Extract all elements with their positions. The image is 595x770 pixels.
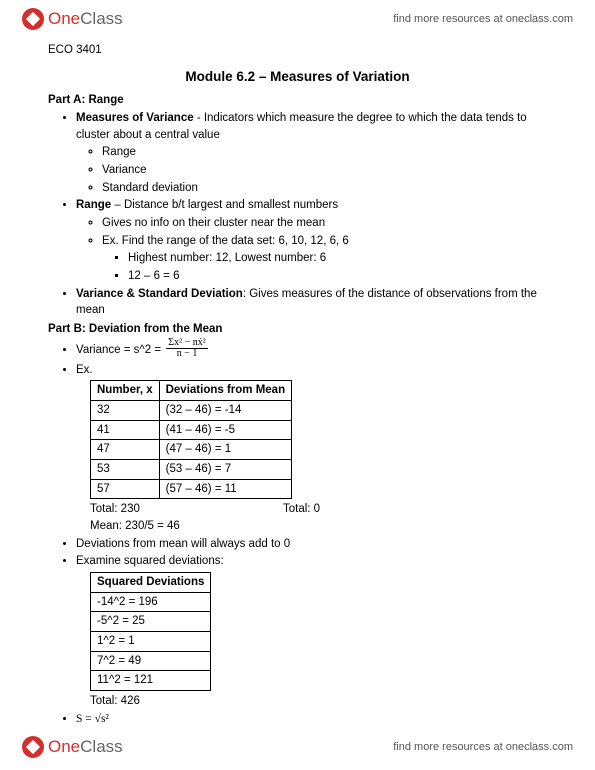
table-row: 47(47 – 46) = 1	[91, 440, 292, 460]
page-header: OneClass find more resources at oneclass…	[0, 0, 595, 38]
list-item: S = √s²	[76, 711, 547, 728]
list-item: Gives no info on their cluster near the …	[102, 215, 547, 232]
table-header-row: Number, x Deviations from Mean	[91, 381, 292, 401]
cell: 1^2 = 1	[91, 632, 211, 652]
range-def: – Distance b/t largest and smallest numb…	[111, 199, 338, 211]
brand-logo: OneClass	[22, 8, 123, 30]
cell: (53 – 46) = 7	[159, 460, 292, 480]
list-item: Ex.	[76, 362, 547, 379]
range-example: Ex. Find the range of the data set: 6, 1…	[102, 235, 349, 247]
col-deviations: Deviations from Mean	[159, 381, 292, 401]
list-item: Highest number: 12, Lowest number: 6	[128, 250, 547, 267]
list-item: Measures of Variance - Indicators which …	[76, 110, 547, 196]
part-b-list-2: Deviations from mean will always add to …	[48, 536, 547, 570]
brand-class: Class	[80, 9, 123, 29]
cell: -5^2 = 25	[91, 612, 211, 632]
squared-deviations-table: Squared Deviations -14^2 = 196 -5^2 = 25…	[90, 572, 211, 691]
table-row: 41(41 – 46) = -5	[91, 420, 292, 440]
cell: (57 – 46) = 11	[159, 479, 292, 499]
frac-denominator: n − 1	[166, 349, 207, 360]
cell: 7^2 = 49	[91, 651, 211, 671]
list-item: Variance	[102, 162, 547, 179]
total-left: Total: 230	[90, 501, 280, 518]
footer-link[interactable]: find more resources at oneclass.com	[393, 741, 573, 753]
cell: 41	[91, 420, 160, 440]
logo-icon	[22, 8, 44, 30]
col-number: Number, x	[91, 381, 160, 401]
part-a-list: Measures of Variance - Indicators which …	[48, 110, 547, 319]
list-item: Deviations from mean will always add to …	[76, 536, 547, 553]
table-row: 57(57 – 46) = 11	[91, 479, 292, 499]
brand-class: Class	[80, 737, 123, 757]
list-item: Variance & Standard Deviation: Gives mea…	[76, 286, 547, 319]
mean-line: Mean: 230/5 = 46	[90, 518, 547, 535]
cell: 47	[91, 440, 160, 460]
table-row: 7^2 = 49	[91, 651, 211, 671]
cell: 32	[91, 400, 160, 420]
brand-one: One	[48, 9, 80, 29]
list-item: Standard deviation	[102, 180, 547, 197]
list-item: 12 – 6 = 6	[128, 268, 547, 285]
cell: (32 – 46) = -14	[159, 400, 292, 420]
cell: (41 – 46) = -5	[159, 420, 292, 440]
page-title: Module 6.2 – Measures of Variation	[48, 67, 547, 87]
list-item: Range	[102, 144, 547, 161]
list-item: Variance = s^2 = Σx² − nẋ²n − 1	[76, 339, 547, 361]
deviations-table: Number, x Deviations from Mean 32(32 – 4…	[90, 380, 292, 499]
total-squared: Total: 426	[90, 693, 547, 710]
vsd-label: Variance & Standard Deviation	[76, 288, 243, 300]
cell: (47 – 46) = 1	[159, 440, 292, 460]
variance-fraction: Σx² − nẋ²n − 1	[166, 338, 207, 360]
part-b-list: Variance = s^2 = Σx² − nẋ²n − 1 Ex.	[48, 339, 547, 379]
totals-row-1: Total: 230 Total: 0	[90, 501, 547, 518]
document-body: ECO 3401 Module 6.2 – Measures of Variat…	[0, 38, 595, 727]
table-row: -5^2 = 25	[91, 612, 211, 632]
variance-lhs: Variance = s^2 =	[76, 344, 164, 356]
brand-one: One	[48, 737, 80, 757]
table-row: 1^2 = 1	[91, 632, 211, 652]
total-right: Total: 0	[283, 503, 320, 515]
col-squared: Squared Deviations	[91, 573, 211, 593]
table-row: 53(53 – 46) = 7	[91, 460, 292, 480]
cell: -14^2 = 196	[91, 592, 211, 612]
part-b-list-3: S = √s²	[48, 711, 547, 728]
list-item: Range – Distance b/t largest and smalles…	[76, 197, 547, 284]
s-formula: S = √s²	[76, 713, 109, 725]
mov-label: Measures of Variance	[76, 112, 194, 124]
page-footer: OneClass find more resources at oneclass…	[0, 728, 595, 766]
brand-logo-footer: OneClass	[22, 736, 123, 758]
cell: 57	[91, 479, 160, 499]
table-header-row: Squared Deviations	[91, 573, 211, 593]
table-row: 32(32 – 46) = -14	[91, 400, 292, 420]
table-row: 11^2 = 121	[91, 671, 211, 691]
table-row: -14^2 = 196	[91, 592, 211, 612]
list-item: Examine squared deviations:	[76, 553, 547, 570]
logo-icon	[22, 736, 44, 758]
part-a-header: Part A: Range	[48, 92, 547, 109]
header-link[interactable]: find more resources at oneclass.com	[393, 13, 573, 25]
cell: 53	[91, 460, 160, 480]
course-code: ECO 3401	[48, 42, 547, 59]
list-item: Ex. Find the range of the data set: 6, 1…	[102, 233, 547, 285]
cell: 11^2 = 121	[91, 671, 211, 691]
part-b-header: Part B: Deviation from the Mean	[48, 321, 547, 338]
range-label: Range	[76, 199, 111, 211]
